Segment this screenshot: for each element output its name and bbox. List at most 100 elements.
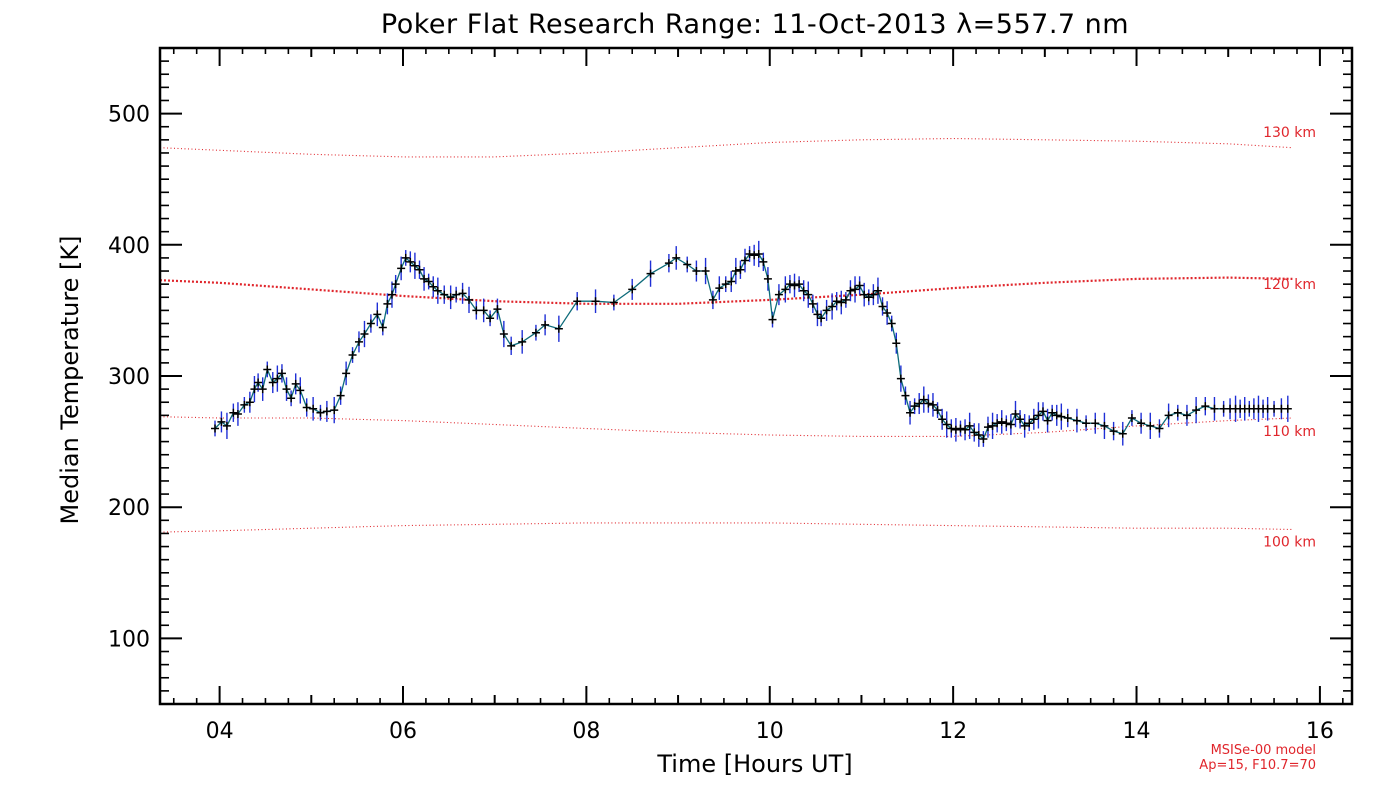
data-point bbox=[573, 297, 582, 306]
data-point bbox=[781, 285, 790, 294]
data-point bbox=[887, 319, 896, 328]
data-point bbox=[947, 424, 956, 433]
data-point bbox=[759, 257, 768, 266]
data-point bbox=[731, 267, 740, 276]
temperature-line bbox=[214, 253, 1288, 441]
data-point bbox=[397, 264, 406, 273]
y-tick-label: 400 bbox=[108, 234, 150, 259]
data-point bbox=[1029, 415, 1038, 424]
model-curve-110-km bbox=[159, 416, 1293, 437]
data-point bbox=[424, 277, 433, 286]
data-point bbox=[795, 280, 804, 289]
data-point bbox=[961, 425, 970, 434]
data-point bbox=[855, 281, 864, 290]
data-point bbox=[832, 297, 841, 306]
data-point bbox=[1057, 412, 1066, 421]
data-point bbox=[715, 284, 724, 293]
data-point bbox=[1072, 416, 1081, 425]
data-point bbox=[415, 265, 424, 274]
data-point bbox=[740, 256, 749, 265]
data-point bbox=[1100, 421, 1109, 430]
data-point bbox=[790, 281, 799, 290]
data-point bbox=[1182, 411, 1191, 420]
data-point bbox=[282, 385, 291, 394]
data-point bbox=[263, 365, 272, 374]
data-point bbox=[211, 424, 220, 433]
data-point bbox=[1109, 427, 1118, 436]
data-point bbox=[507, 341, 516, 350]
data-point bbox=[851, 285, 860, 294]
model-params-note: Ap=15, F10.7=70 bbox=[1199, 758, 1316, 773]
data-point bbox=[997, 417, 1006, 426]
data-point bbox=[646, 269, 655, 278]
data-point bbox=[754, 249, 763, 258]
data-point bbox=[1137, 419, 1146, 428]
data-point bbox=[531, 328, 540, 337]
data-point bbox=[938, 415, 947, 424]
data-series bbox=[211, 240, 1292, 447]
data-point bbox=[1155, 424, 1164, 433]
data-point bbox=[609, 298, 618, 307]
data-point bbox=[410, 261, 419, 270]
data-point bbox=[472, 306, 481, 315]
data-point bbox=[672, 253, 681, 262]
data-point bbox=[1082, 419, 1091, 428]
x-tick-label: 04 bbox=[206, 719, 234, 744]
data-point bbox=[486, 314, 495, 323]
data-point bbox=[906, 408, 915, 417]
data-point bbox=[736, 265, 745, 274]
data-point bbox=[878, 302, 887, 311]
data-point bbox=[233, 410, 242, 419]
model-label-100-km: 100 km bbox=[1263, 534, 1316, 550]
data-point bbox=[956, 424, 965, 433]
data-point bbox=[273, 374, 282, 383]
data-point bbox=[493, 305, 502, 314]
plot-frame bbox=[158, 46, 1354, 706]
data-point bbox=[291, 379, 300, 388]
data-point bbox=[309, 404, 318, 413]
data-point bbox=[1020, 421, 1029, 430]
data-point bbox=[1164, 411, 1173, 420]
data-point bbox=[970, 428, 979, 437]
data-point bbox=[1146, 421, 1155, 430]
data-point bbox=[1091, 419, 1100, 428]
data-point bbox=[745, 249, 754, 258]
data-point bbox=[387, 290, 396, 299]
data-point bbox=[240, 400, 249, 409]
x-tick-label: 16 bbox=[1306, 719, 1334, 744]
data-point bbox=[401, 253, 410, 262]
data-point bbox=[458, 289, 467, 298]
data-point bbox=[342, 369, 351, 378]
data-point bbox=[808, 299, 817, 308]
data-point bbox=[1006, 420, 1015, 429]
data-point bbox=[383, 299, 392, 308]
data-point bbox=[763, 274, 772, 283]
data-point bbox=[979, 434, 988, 443]
data-point bbox=[804, 290, 813, 299]
data-point bbox=[692, 267, 701, 276]
data-point bbox=[336, 391, 345, 400]
model-label-110-km: 110 km bbox=[1263, 424, 1316, 440]
data-point bbox=[1043, 416, 1052, 425]
data-point bbox=[322, 407, 331, 416]
data-point bbox=[869, 290, 878, 299]
data-point bbox=[988, 421, 997, 430]
data-point bbox=[440, 290, 449, 299]
data-point bbox=[864, 293, 873, 302]
data-point bbox=[628, 285, 637, 294]
data-point bbox=[664, 259, 673, 268]
data-point bbox=[983, 423, 992, 432]
data-point bbox=[683, 260, 692, 269]
data-point bbox=[420, 274, 429, 283]
model-curve-100-km bbox=[159, 522, 1293, 533]
data-point bbox=[817, 314, 826, 323]
data-point bbox=[924, 399, 933, 408]
data-point bbox=[591, 297, 600, 306]
data-point bbox=[965, 421, 974, 430]
axes: 04 06 08 10 12 14 16 100 200 300 400 500 bbox=[108, 46, 1354, 744]
data-point bbox=[846, 286, 855, 295]
data-point bbox=[892, 339, 901, 348]
data-point bbox=[785, 280, 794, 289]
data-point bbox=[993, 419, 1002, 428]
data-point bbox=[296, 386, 305, 395]
